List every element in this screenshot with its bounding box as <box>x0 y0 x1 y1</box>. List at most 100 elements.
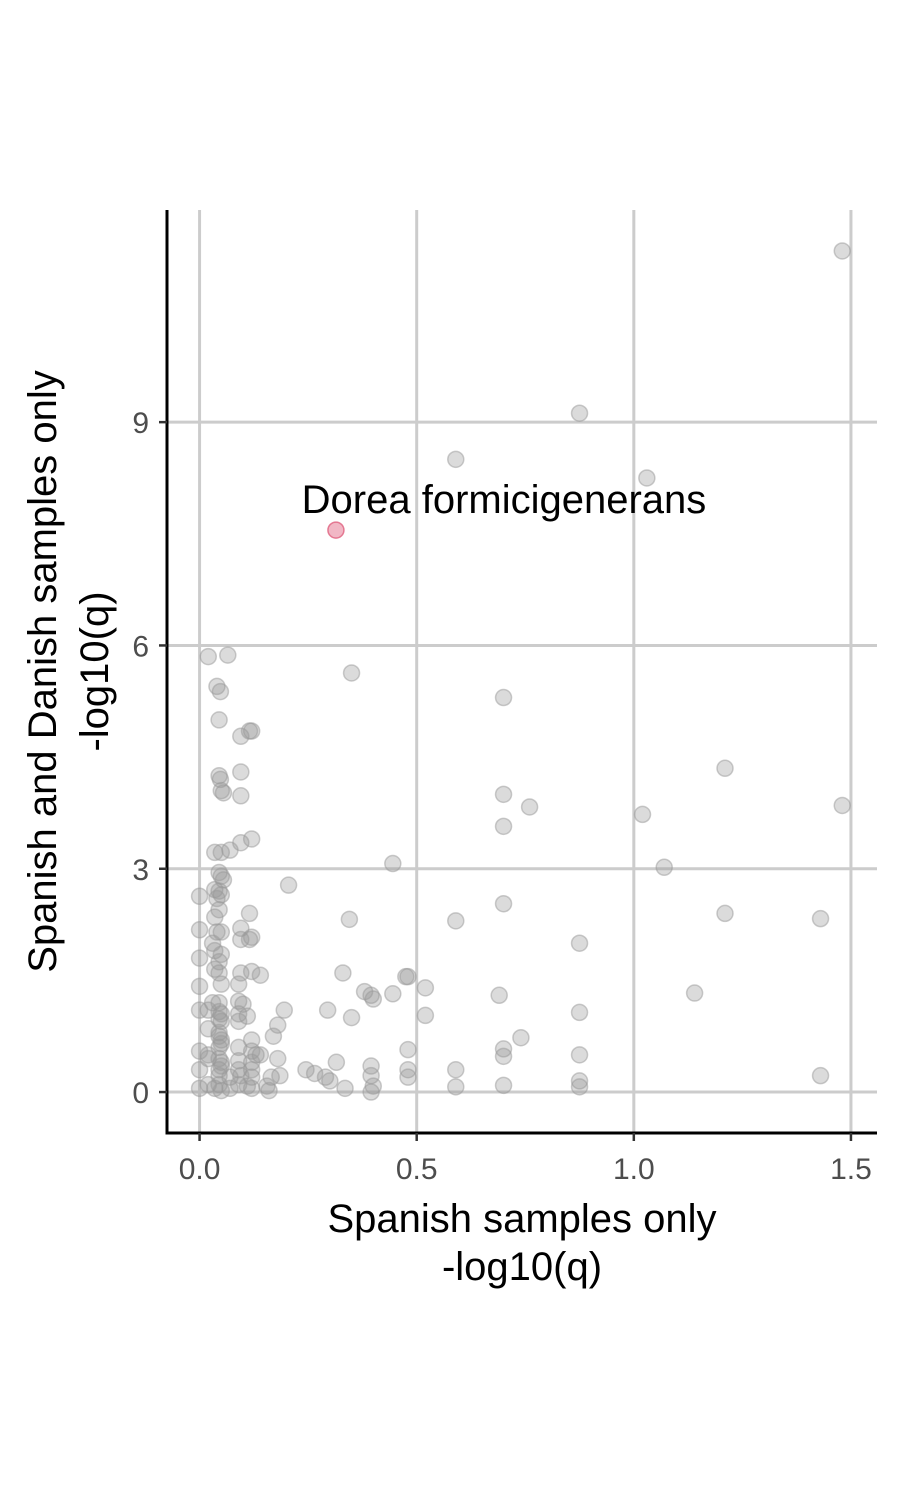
data-point <box>238 1007 257 1025</box>
data-point <box>232 727 250 746</box>
data-point <box>364 1077 383 1095</box>
data-point <box>334 964 352 982</box>
data-point <box>327 1053 346 1072</box>
data-point <box>275 1001 293 1019</box>
data-point <box>190 921 209 939</box>
data-point <box>271 1066 289 1085</box>
data-point <box>190 1060 209 1079</box>
data-point <box>229 1075 248 1094</box>
highlight-label: Dorea formicigenerans <box>302 478 707 522</box>
data-points <box>190 242 852 1101</box>
data-point <box>219 646 237 664</box>
data-point <box>242 1079 261 1098</box>
x-tick-label: 0.0 <box>179 1153 221 1186</box>
grid-lines <box>167 210 877 1133</box>
x-axis-title-line1: Spanish samples only <box>327 1197 716 1241</box>
data-point <box>211 682 230 701</box>
data-point <box>811 1066 830 1085</box>
data-point <box>232 787 250 805</box>
data-point <box>221 1079 239 1098</box>
data-point <box>268 1016 287 1034</box>
data-point <box>342 664 361 682</box>
x-tick-label: 0.5 <box>396 1153 438 1186</box>
data-point <box>399 1068 417 1086</box>
data-point <box>190 977 209 996</box>
data-point <box>494 1047 513 1066</box>
x-axis-title-line2: -log10(q) <box>442 1245 602 1289</box>
data-point <box>570 1046 589 1064</box>
data-point <box>206 908 224 926</box>
data-point <box>251 966 270 984</box>
data-point <box>716 759 734 778</box>
y-tick-label: 6 <box>132 630 149 663</box>
y-tick-label: 9 <box>132 407 149 440</box>
data-point <box>242 830 261 848</box>
highlight-point <box>327 521 345 539</box>
data-point <box>494 688 513 707</box>
data-point <box>190 887 209 906</box>
data-point <box>336 1079 354 1098</box>
data-point <box>416 979 435 997</box>
data-point <box>399 967 417 986</box>
data-point <box>447 1078 465 1096</box>
data-point <box>199 647 218 666</box>
data-point <box>321 1072 339 1090</box>
data-point <box>229 1012 248 1031</box>
data-point <box>242 962 261 981</box>
data-point <box>264 1027 283 1045</box>
y-axis-title-line1: Spanish and Danish samples only <box>21 370 65 973</box>
y-tick-label: 0 <box>132 1077 149 1110</box>
data-point <box>447 1060 465 1079</box>
data-point <box>447 912 465 930</box>
data-point <box>716 904 734 923</box>
data-point <box>212 975 231 993</box>
data-point <box>268 1049 287 1068</box>
data-point <box>494 894 513 913</box>
data-point <box>240 930 259 949</box>
data-point <box>212 843 231 862</box>
data-point <box>384 985 402 1003</box>
data-point <box>655 858 673 877</box>
data-point <box>340 910 359 929</box>
data-point <box>190 949 209 967</box>
data-point <box>229 1038 248 1057</box>
data-point <box>229 975 248 993</box>
data-point <box>494 785 513 804</box>
data-point <box>210 1010 228 1028</box>
data-point <box>305 1064 324 1083</box>
data-point <box>416 1006 435 1025</box>
data-point <box>190 1079 209 1098</box>
data-point <box>262 1068 280 1086</box>
y-axis-title-line2: -log10(q) <box>73 591 117 751</box>
data-point <box>833 796 852 815</box>
data-point <box>494 817 513 836</box>
data-point <box>242 928 261 946</box>
y-tick-label: 3 <box>132 854 149 887</box>
data-point <box>279 876 298 894</box>
data-point <box>214 784 233 802</box>
data-point <box>685 984 704 1002</box>
data-point <box>570 934 589 952</box>
data-point <box>570 1072 589 1090</box>
tick-labels: 0.0 0.5 1.0 1.5 0 3 6 9 <box>132 407 871 1186</box>
data-point <box>229 1052 248 1070</box>
data-point <box>240 904 259 923</box>
data-point <box>494 1076 513 1095</box>
x-tick-label: 1.5 <box>830 1153 872 1186</box>
data-point <box>512 1028 530 1047</box>
data-point <box>208 923 226 941</box>
data-point <box>811 909 830 928</box>
data-point <box>833 242 852 260</box>
data-point <box>210 711 228 729</box>
data-point <box>570 1078 589 1096</box>
data-point <box>212 1034 231 1053</box>
data-point <box>362 1057 380 1075</box>
data-point <box>318 1001 337 1019</box>
data-point <box>297 1060 315 1079</box>
data-point <box>570 404 589 422</box>
data-point <box>242 722 261 740</box>
data-point <box>212 781 231 800</box>
data-point <box>570 1003 589 1022</box>
data-point <box>364 990 383 1008</box>
